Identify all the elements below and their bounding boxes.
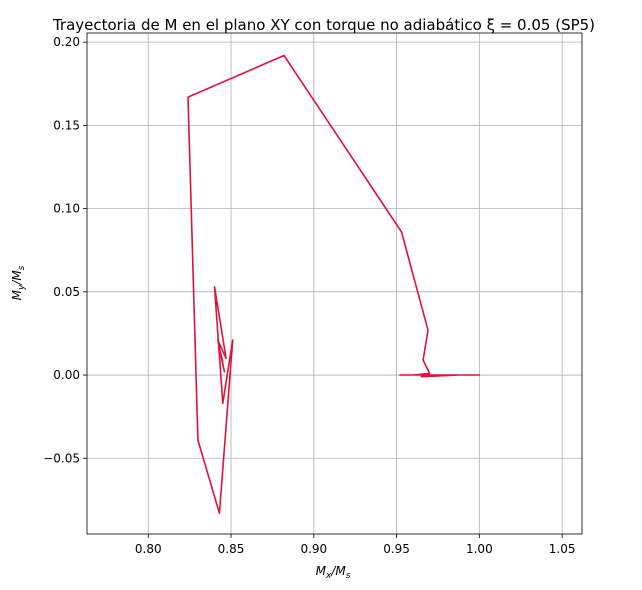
y-tick-label: −0.05 [43, 451, 80, 465]
chart-title: Trayectoria de M en el plano XY con torq… [52, 16, 595, 34]
series-layer [187, 54, 481, 515]
grid [87, 33, 582, 534]
y-axis-label: My/Ms [10, 265, 27, 300]
y-tick-label: 0.15 [53, 118, 80, 132]
y-tick-label: 0.05 [53, 285, 80, 299]
y-tick-label: 0.10 [53, 202, 80, 216]
x-tick-label: 0.85 [218, 542, 245, 556]
x-tick-label: 1.00 [466, 542, 493, 556]
x-tick-label: 0.95 [383, 542, 410, 556]
y-tick-label: 0.20 [53, 35, 80, 49]
y-tick-label: 0.00 [53, 368, 80, 382]
plot-area-frame [86, 32, 583, 535]
axis-ticks: 0.80 0.85 0.90 0.95 1.00 1.05 −0.05 0.00 0.05 0.1… [43, 35, 575, 556]
trajectory-line [187, 54, 481, 515]
x-tick-label: 0.80 [135, 542, 162, 556]
x-tick-label: 0.90 [300, 542, 327, 556]
x-tick-label: 1.05 [549, 542, 576, 556]
x-axis-label: Mx/Ms [316, 564, 351, 581]
